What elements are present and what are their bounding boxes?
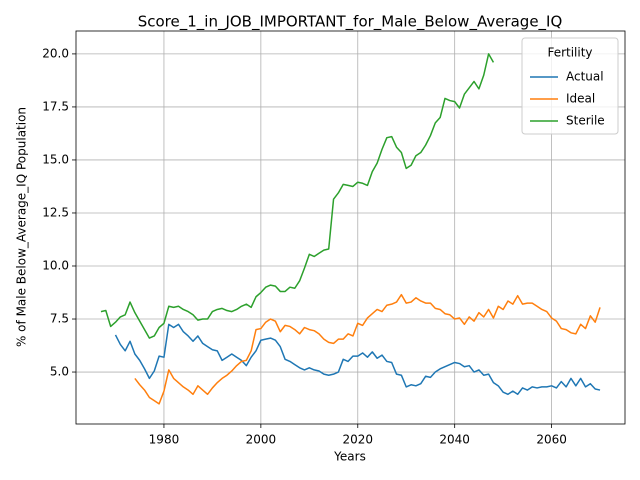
series-line	[100, 53, 495, 339]
x-tick-label: 2060	[536, 433, 567, 447]
x-tick-label: 2040	[439, 433, 470, 447]
legend: Fertility Actual Ideal Sterile	[521, 37, 619, 135]
y-axis-label: % of Male Below_Average_IQ Population	[15, 107, 29, 347]
x-tick-label: 2000	[246, 433, 277, 447]
y-tick-label: 5.0	[50, 365, 69, 379]
legend-label: Ideal	[566, 92, 595, 106]
y-tick-label: 20.0	[42, 46, 69, 60]
legend-label: Actual	[566, 70, 604, 84]
y-tick-label: 10.0	[42, 258, 69, 272]
plot-frame	[75, 30, 626, 425]
series-line	[114, 323, 601, 396]
legend-box	[521, 37, 619, 135]
chart-title: Score_1_in_JOB_IMPORTANT_for_Male_Below_…	[138, 13, 563, 32]
legend-label: Sterile	[566, 114, 605, 128]
y-tick-label: 17.5	[42, 99, 69, 113]
y-tick-label: 7.5	[50, 312, 69, 326]
x-tick-label: 1980	[149, 433, 180, 447]
y-tick-label: 12.5	[42, 205, 69, 219]
legend-title: Fertility	[547, 46, 592, 60]
y-tick-label: 15.0	[42, 152, 69, 166]
x-axis-label: Years	[333, 450, 366, 464]
x-tick-label: 2020	[342, 433, 373, 447]
series-line	[134, 293, 601, 405]
